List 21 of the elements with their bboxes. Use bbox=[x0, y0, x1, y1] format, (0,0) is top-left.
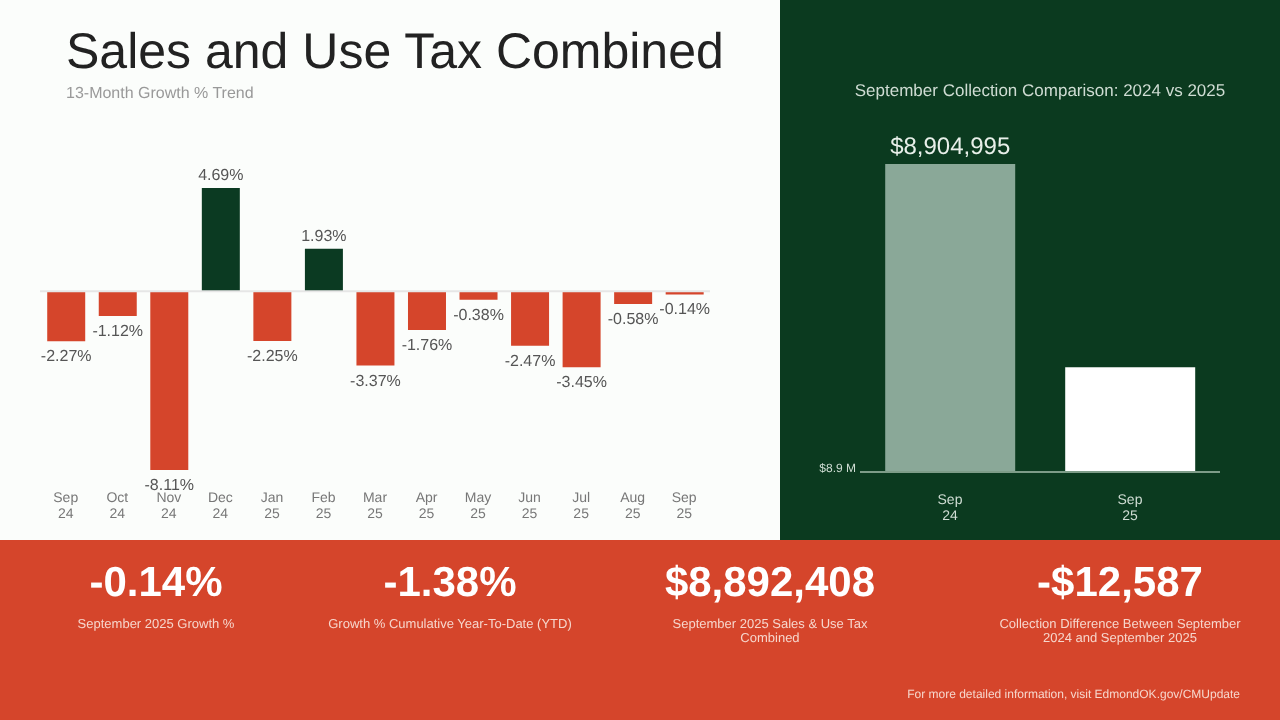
data-label: -2.47% bbox=[504, 351, 556, 370]
data-label: -2.25% bbox=[247, 346, 298, 365]
data-label: -3.37% bbox=[350, 371, 401, 390]
data-label: -0.38% bbox=[453, 305, 504, 324]
data-label: -1.76% bbox=[401, 336, 453, 355]
data-label: -1.12% bbox=[92, 322, 144, 340]
data-label: -0.14% bbox=[659, 300, 711, 319]
text: -$12,587 bbox=[1035, 560, 1205, 608]
annotation: $8,904,995 bbox=[890, 132, 1011, 160]
chart-title: September Collection Comparison: 2024 vs 2025 bbox=[852, 80, 1228, 100]
data-label: 4.69% bbox=[198, 166, 244, 184]
data-label: -8.11% bbox=[144, 476, 195, 494]
chart-title: Sales and Use Tax Combined bbox=[66, 24, 724, 82]
text: -1.38% bbox=[381, 560, 519, 608]
chart-subtitle: 13-Month Growth % Trend bbox=[66, 84, 254, 102]
text: $8,892,408 bbox=[662, 560, 878, 608]
text: -0.14% bbox=[87, 560, 225, 608]
data-label: -3.45% bbox=[556, 373, 607, 392]
data-label: 1.93% bbox=[301, 226, 347, 245]
data-label: -2.27% bbox=[40, 347, 92, 366]
data-label: -0.58% bbox=[607, 310, 659, 329]
